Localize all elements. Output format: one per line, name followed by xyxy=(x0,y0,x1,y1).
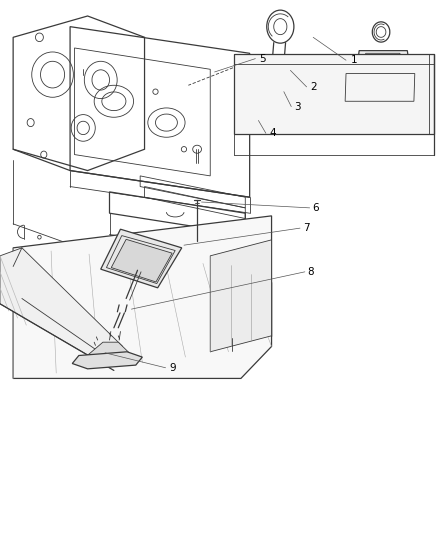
Polygon shape xyxy=(237,110,318,124)
Polygon shape xyxy=(13,216,272,378)
Text: 9: 9 xyxy=(170,363,177,373)
Polygon shape xyxy=(0,248,123,368)
Polygon shape xyxy=(234,54,434,134)
Polygon shape xyxy=(210,240,272,352)
Text: 6: 6 xyxy=(312,203,319,213)
Polygon shape xyxy=(111,239,172,282)
Polygon shape xyxy=(243,110,313,117)
Polygon shape xyxy=(72,352,142,369)
Polygon shape xyxy=(101,229,182,288)
Text: 7: 7 xyxy=(303,223,310,233)
Text: 4: 4 xyxy=(269,128,276,138)
Polygon shape xyxy=(354,51,413,94)
Text: 8: 8 xyxy=(307,267,314,277)
Text: 1: 1 xyxy=(350,55,357,65)
Polygon shape xyxy=(250,74,311,113)
Polygon shape xyxy=(85,342,134,362)
Text: 2: 2 xyxy=(311,82,318,92)
Text: 5: 5 xyxy=(259,54,266,63)
Text: 3: 3 xyxy=(294,102,301,111)
